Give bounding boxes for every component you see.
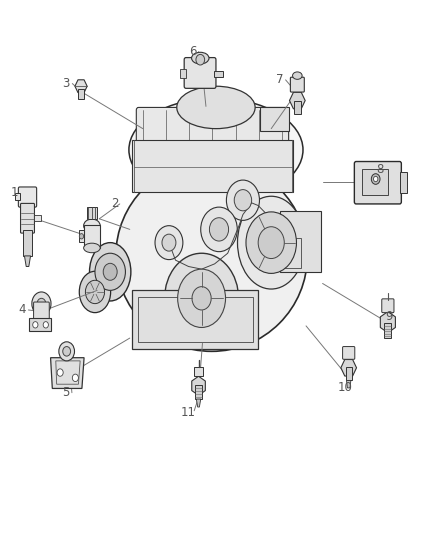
Bar (34, 215, 42, 221)
Text: 11: 11 (181, 406, 196, 419)
Bar (195, 385, 201, 399)
Bar (214, 71, 223, 77)
Circle shape (165, 253, 239, 343)
Bar (294, 101, 301, 114)
Circle shape (155, 225, 183, 260)
Ellipse shape (177, 86, 255, 128)
Circle shape (57, 369, 63, 376)
Ellipse shape (84, 243, 100, 253)
Polygon shape (380, 312, 396, 333)
Circle shape (196, 54, 205, 65)
Ellipse shape (79, 271, 111, 313)
Polygon shape (290, 92, 305, 109)
Circle shape (59, 342, 74, 361)
Circle shape (63, 346, 71, 356)
Polygon shape (29, 318, 51, 331)
Text: 2: 2 (111, 197, 118, 211)
Ellipse shape (191, 52, 209, 64)
Text: 6: 6 (189, 45, 197, 58)
Bar (132, 290, 258, 349)
Bar (346, 367, 352, 381)
Ellipse shape (116, 160, 307, 351)
Circle shape (371, 174, 380, 184)
Ellipse shape (237, 196, 305, 289)
Bar (78, 89, 84, 100)
Text: 10: 10 (338, 381, 353, 394)
Circle shape (79, 233, 84, 239)
Bar (87, 207, 97, 219)
Ellipse shape (89, 243, 131, 301)
Circle shape (374, 176, 378, 182)
Bar (84, 224, 100, 248)
Circle shape (33, 321, 38, 328)
Bar (132, 140, 293, 192)
Text: 9: 9 (385, 310, 392, 324)
Bar (283, 238, 301, 268)
Circle shape (37, 298, 46, 309)
FancyBboxPatch shape (382, 299, 394, 313)
Circle shape (234, 190, 252, 211)
Bar (362, 169, 388, 195)
Ellipse shape (129, 98, 303, 201)
Bar (399, 172, 407, 193)
FancyBboxPatch shape (136, 108, 289, 144)
Polygon shape (50, 358, 84, 389)
Polygon shape (346, 381, 351, 388)
Bar (280, 211, 321, 272)
Bar (180, 69, 186, 78)
Bar (138, 297, 253, 342)
Text: 8: 8 (376, 164, 384, 176)
Circle shape (192, 287, 211, 310)
Circle shape (201, 207, 237, 252)
Circle shape (32, 292, 51, 316)
Polygon shape (196, 399, 201, 407)
Bar (260, 108, 289, 131)
Circle shape (103, 263, 117, 280)
Circle shape (72, 374, 78, 382)
Text: 4: 4 (18, 303, 26, 317)
FancyBboxPatch shape (18, 187, 37, 207)
Bar (194, 367, 203, 376)
Polygon shape (192, 376, 205, 395)
FancyBboxPatch shape (184, 58, 216, 88)
Circle shape (85, 280, 105, 304)
Text: 5: 5 (62, 386, 70, 399)
Ellipse shape (84, 219, 100, 232)
Bar (385, 323, 391, 338)
Circle shape (209, 217, 229, 241)
FancyBboxPatch shape (343, 346, 355, 359)
Circle shape (95, 253, 125, 290)
FancyBboxPatch shape (21, 204, 35, 233)
FancyBboxPatch shape (34, 302, 49, 319)
Circle shape (43, 321, 48, 328)
Circle shape (226, 180, 259, 220)
Polygon shape (341, 359, 357, 376)
Circle shape (246, 212, 297, 273)
FancyBboxPatch shape (354, 161, 401, 204)
Text: 1: 1 (11, 186, 18, 199)
Text: 7: 7 (276, 74, 284, 86)
Bar (15, 193, 20, 200)
Circle shape (258, 227, 284, 259)
FancyBboxPatch shape (290, 77, 304, 92)
Text: 3: 3 (62, 77, 70, 90)
Circle shape (178, 269, 226, 327)
Bar (23, 230, 32, 256)
Bar (79, 230, 84, 241)
Circle shape (162, 234, 176, 251)
Polygon shape (75, 80, 87, 93)
Polygon shape (25, 256, 31, 266)
Ellipse shape (293, 72, 302, 79)
